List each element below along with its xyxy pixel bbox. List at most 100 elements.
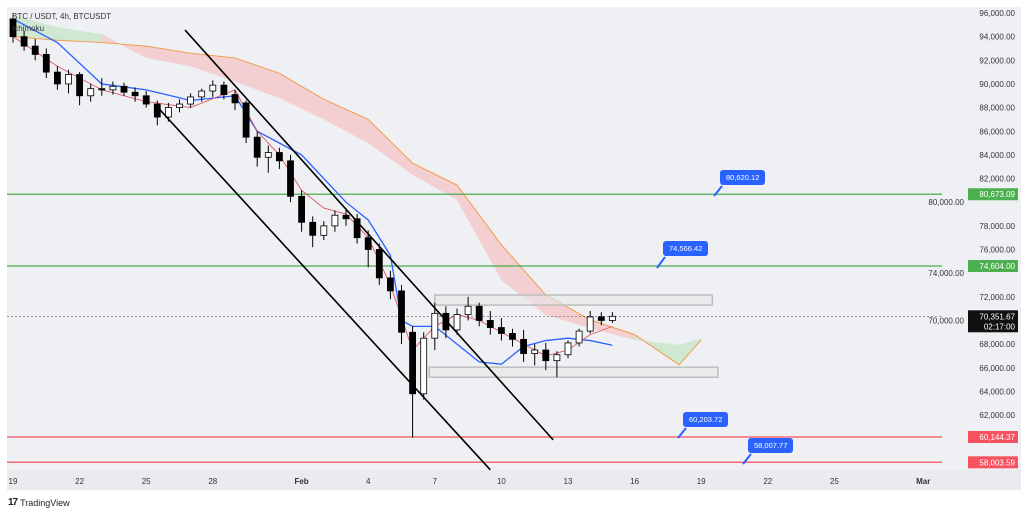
y-tick-label: 78,000.00 — [979, 222, 1015, 231]
x-tick-label: 7 — [433, 477, 438, 486]
y-tick-label: 62,000.00 — [979, 411, 1015, 420]
symbol-title: BTC / USDT, 4h, BTCUSDT — [12, 12, 112, 21]
price-callout[interactable]: 60,203.72 — [683, 412, 729, 427]
candle-body — [331, 214, 339, 227]
x-tick-label: 25 — [142, 477, 151, 486]
candle-body — [65, 74, 72, 85]
y-tick-label: 84,000.00 — [979, 151, 1015, 160]
y-tick-label: 80,000.00 — [928, 198, 964, 207]
candle-body — [131, 91, 139, 97]
candle-body — [298, 195, 306, 223]
price-axis — [942, 7, 1021, 470]
candle-body — [475, 305, 483, 321]
candle-body — [242, 102, 250, 138]
candle-body — [486, 320, 494, 328]
y-tick-label: 90,000.00 — [979, 80, 1015, 89]
x-tick-label: 19 — [697, 477, 706, 486]
candle-body — [364, 237, 372, 250]
ichimoku-cloud-segment — [57, 27, 102, 43]
x-tick-label: Mar — [916, 477, 930, 486]
ichimoku-cloud-segment — [368, 119, 413, 176]
price-callout[interactable]: 80,620.12 — [720, 170, 766, 185]
price-callout[interactable]: 58,007.77 — [748, 438, 794, 453]
candle-body — [564, 342, 572, 356]
candle-body — [509, 333, 516, 340]
price-callout[interactable]: 74,566.42 — [663, 241, 709, 256]
ichimoku-cloud-segment — [146, 46, 191, 67]
candle-body — [575, 330, 583, 344]
ichimoku-cloud-segment — [101, 34, 147, 58]
ichimoku-span-b-line — [12, 36, 702, 366]
x-tick-label: 16 — [630, 477, 639, 486]
x-tick-label: 19 — [9, 477, 18, 486]
candle-body — [76, 74, 83, 97]
tradingview-mark-icon: 17 — [8, 497, 18, 508]
candle-body — [220, 84, 228, 95]
candle-body — [231, 94, 239, 104]
x-tick-label: 13 — [564, 477, 573, 486]
y-tick-label: 76,000.00 — [979, 246, 1015, 255]
candle-body — [209, 84, 217, 92]
candle-body — [442, 312, 450, 331]
candle-body — [54, 71, 61, 85]
indicator-label[interactable]: Ichimoku — [12, 24, 45, 33]
candle-body — [453, 314, 461, 331]
x-tick-label: 4 — [366, 477, 371, 486]
candle-body — [198, 90, 206, 98]
candle-body — [9, 18, 17, 38]
callout-pointer — [677, 427, 687, 439]
level-price-badge — [968, 260, 1018, 273]
candle-body — [164, 107, 172, 118]
x-tick-label: 22 — [763, 477, 772, 486]
x-tick-label: Feb — [294, 477, 308, 486]
level-price-badge — [968, 456, 1018, 469]
candle-body — [275, 152, 283, 162]
candle-body — [398, 290, 405, 333]
ichimoku-cloud-segment — [457, 185, 502, 281]
candle-body — [520, 338, 527, 354]
callout-pointer — [713, 185, 723, 197]
candle-body — [353, 218, 361, 239]
y-tick-label: 86,000.00 — [979, 127, 1015, 136]
tradingview-logo[interactable]: 17 TradingView — [8, 497, 70, 508]
ichimoku-cloud-segment — [323, 99, 369, 144]
range-zone-box — [434, 294, 714, 306]
bar-countdown-label: 02:17:00 — [984, 322, 1016, 331]
last-price-label: 70,351.67 — [979, 312, 1015, 321]
candle-body — [586, 316, 594, 332]
y-tick-label: 96,000.00 — [979, 9, 1015, 18]
candle-body — [553, 354, 561, 362]
brand-name: TradingView — [20, 497, 70, 508]
range-zone-box — [428, 366, 719, 378]
y-tick-label: 68,000.00 — [979, 340, 1015, 349]
candle-body — [542, 349, 550, 362]
candle-body — [98, 88, 106, 91]
level-price-label: 80,673.09 — [979, 190, 1015, 199]
candle-body — [31, 45, 39, 55]
candle-body — [320, 225, 328, 236]
candle-body — [597, 316, 605, 321]
candle-body — [609, 315, 616, 321]
candle-body — [309, 221, 317, 236]
candle-body — [153, 103, 161, 118]
candle-body — [176, 103, 183, 108]
y-tick-label: 94,000.00 — [979, 33, 1015, 42]
candle-body — [375, 249, 383, 279]
candle-body — [187, 96, 195, 105]
channel-trendline — [184, 29, 554, 441]
ichimoku-cloud-segment — [190, 53, 235, 82]
last-price-badge — [968, 310, 1018, 333]
x-tick-label: 22 — [75, 477, 84, 486]
y-tick-label: 74,000.00 — [928, 269, 964, 278]
candle-body — [142, 95, 150, 105]
y-tick-label: 66,000.00 — [979, 364, 1015, 373]
candle-body — [409, 331, 417, 395]
channel-trendline — [159, 109, 491, 471]
y-tick-label: 70,000.00 — [928, 316, 964, 325]
candle-body — [109, 85, 117, 91]
x-tick-label: 28 — [208, 477, 217, 486]
candle-body — [464, 305, 472, 315]
x-tick-label: 10 — [497, 477, 506, 486]
ichimoku-cloud-segment — [235, 57, 280, 99]
